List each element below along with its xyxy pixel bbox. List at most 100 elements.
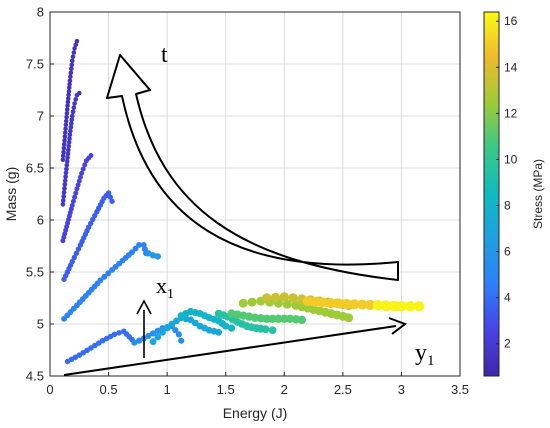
data-point xyxy=(73,190,79,196)
data-point xyxy=(136,242,142,248)
data-point xyxy=(372,300,384,311)
plot-frame xyxy=(49,11,461,377)
data-point xyxy=(68,121,74,126)
data-point xyxy=(66,85,72,91)
data-point xyxy=(310,296,321,307)
colorbar-tick-label: 12 xyxy=(504,106,518,120)
data-point xyxy=(159,328,166,336)
data-point xyxy=(75,246,82,252)
data-point xyxy=(175,331,182,338)
data-point xyxy=(74,186,80,192)
data-point xyxy=(178,337,185,344)
data-point xyxy=(73,42,79,48)
data-point xyxy=(404,301,416,312)
data-point xyxy=(270,292,281,303)
data-point xyxy=(72,46,77,51)
data-point xyxy=(349,299,360,310)
y1-arrow-shaft xyxy=(63,325,397,376)
data-point xyxy=(69,202,75,208)
data-point xyxy=(131,339,138,346)
data-point xyxy=(129,249,135,256)
y-axis-label: Mass (g) xyxy=(3,167,19,221)
data-point xyxy=(62,178,68,183)
y1-annotation: y1 xyxy=(415,340,435,369)
data-point xyxy=(116,330,122,336)
data-point xyxy=(62,182,68,187)
data-point xyxy=(69,117,75,123)
x-tick-label: 3.5 xyxy=(451,382,469,397)
data-point xyxy=(318,297,329,308)
data-point xyxy=(326,298,337,309)
data-point xyxy=(70,198,76,204)
data-point xyxy=(88,153,94,159)
data-point xyxy=(97,277,104,284)
data-point xyxy=(75,182,81,188)
data-point xyxy=(66,143,72,149)
x-axis-label: Energy (J) xyxy=(223,405,288,421)
data-point xyxy=(79,170,85,176)
data-points xyxy=(60,38,425,365)
data-point xyxy=(268,326,277,335)
data-point xyxy=(70,109,76,115)
data-point xyxy=(280,314,289,324)
x-axis-ticks: 0 0.5 1 1.5 2 2.5 3 3.5 xyxy=(46,372,469,397)
data-point xyxy=(62,186,67,191)
data-point xyxy=(60,157,66,162)
x-tick-label: 3 xyxy=(398,382,405,397)
colorbar-tick-label: 10 xyxy=(504,152,518,166)
colorbar-tick-label: 14 xyxy=(504,60,518,74)
data-point xyxy=(76,90,82,96)
data-point xyxy=(105,270,112,277)
data-point xyxy=(262,314,271,324)
data-point xyxy=(71,50,77,55)
data-point xyxy=(247,297,257,307)
data-point xyxy=(274,314,283,324)
x-tick-label: 1 xyxy=(164,382,171,397)
data-point xyxy=(333,298,344,309)
colorbar-tick-label: 8 xyxy=(504,199,511,213)
data-point xyxy=(64,159,70,164)
data-point xyxy=(63,174,68,180)
data-point xyxy=(67,81,72,87)
data-point xyxy=(109,198,115,204)
data-point xyxy=(215,328,223,336)
data-point xyxy=(68,74,73,79)
data-point xyxy=(72,101,77,106)
data-point xyxy=(69,258,75,265)
data-point xyxy=(69,58,75,64)
y-tick-label: 5 xyxy=(37,317,44,332)
data-point xyxy=(163,324,171,332)
data-point xyxy=(63,118,69,124)
data-point xyxy=(172,327,179,334)
y-tick-label: 6.5 xyxy=(26,161,44,176)
data-point xyxy=(60,202,66,207)
data-point xyxy=(145,332,152,340)
data-point xyxy=(101,273,108,280)
data-point xyxy=(132,245,139,252)
data-point xyxy=(61,149,66,155)
colorbar-ticks: 2 4 6 8 10 12 14 16 xyxy=(496,14,518,351)
y-tick-label: 7.5 xyxy=(26,57,44,72)
y1-arrowhead xyxy=(388,317,408,335)
data-point xyxy=(149,338,157,346)
data-point xyxy=(77,174,83,180)
data-point xyxy=(65,103,70,108)
data-point xyxy=(69,62,75,68)
data-point xyxy=(65,96,71,101)
data-point xyxy=(60,198,66,203)
colorbar xyxy=(483,11,500,377)
data-point xyxy=(238,298,248,308)
data-point xyxy=(365,299,376,310)
colorbar-tick-label: 16 xyxy=(504,14,518,28)
data-point xyxy=(68,128,73,134)
data-point xyxy=(61,141,67,147)
data-point xyxy=(66,140,72,145)
data-point xyxy=(154,253,161,260)
data-point xyxy=(64,111,70,116)
data-point xyxy=(66,89,72,94)
t-curved-arrow xyxy=(106,54,399,281)
data-point xyxy=(227,324,236,332)
data-point xyxy=(80,166,86,172)
data-point xyxy=(282,299,292,309)
data-point xyxy=(68,70,74,76)
